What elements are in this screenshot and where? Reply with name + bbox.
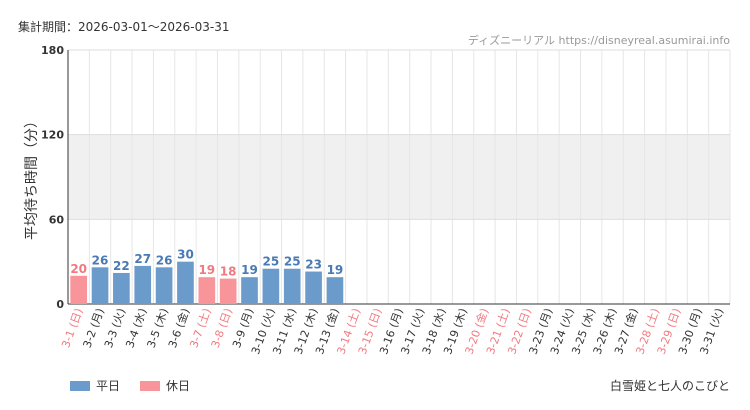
- bar: [219, 278, 237, 304]
- bar-value-label: 25: [284, 255, 301, 269]
- y-axis-label: 平均待ち時間（分）: [24, 114, 40, 240]
- bar-value-label: 27: [134, 252, 151, 266]
- bar-value-label: 19: [327, 263, 344, 277]
- legend-swatch-holiday: [140, 381, 160, 391]
- bar: [305, 271, 322, 304]
- attraction-name: 白雪姫と七人のこびと: [609, 379, 730, 393]
- shaded-band: [68, 134, 730, 220]
- y-tick-label: 60: [49, 213, 65, 226]
- y-tick-label: 180: [41, 44, 64, 57]
- bar: [134, 265, 152, 304]
- y-tick-label: 0: [56, 298, 64, 311]
- y-tick-label: 120: [41, 129, 64, 142]
- period-label: 集計期間：2026-03-01～2026-03-31: [18, 20, 230, 34]
- bar: [241, 277, 258, 304]
- bar: [177, 261, 194, 304]
- bar: [70, 275, 88, 304]
- x-axis: 3-1 (日)3-2 (月)3-3 (火)3-4 (水)3-5 (木)3-6 (…: [59, 306, 726, 356]
- site-credit: ディズニーリアル https://disneyreal.asumirai.inf…: [467, 34, 730, 47]
- bar: [155, 267, 173, 304]
- bar-value-label: 18: [220, 265, 237, 279]
- bar-value-label: 19: [241, 263, 258, 277]
- legend-label-weekday: 平日: [96, 379, 120, 393]
- bar-value-label: 30: [177, 248, 194, 262]
- bar: [283, 268, 301, 304]
- bar: [91, 267, 109, 304]
- bar-value-label: 23: [305, 258, 322, 272]
- bar: [113, 272, 130, 304]
- bar-value-label: 26: [92, 253, 109, 267]
- legend-label-holiday: 休日: [166, 379, 190, 393]
- bar-value-label: 26: [156, 253, 173, 267]
- legend: 平日 休日: [70, 379, 190, 393]
- bar-value-label: 19: [198, 263, 215, 277]
- bar-value-label: 22: [113, 259, 130, 273]
- bar: [326, 277, 344, 304]
- y-axis: 0 60 120 180: [41, 44, 69, 311]
- bar: [198, 277, 216, 304]
- bar-value-label: 20: [70, 262, 87, 276]
- legend-swatch-weekday: [70, 381, 90, 391]
- bar: [262, 268, 280, 304]
- bars: 20 26 22 27 26 30 19 18 19 25 25 23 19: [70, 248, 343, 304]
- bar-value-label: 25: [263, 255, 280, 269]
